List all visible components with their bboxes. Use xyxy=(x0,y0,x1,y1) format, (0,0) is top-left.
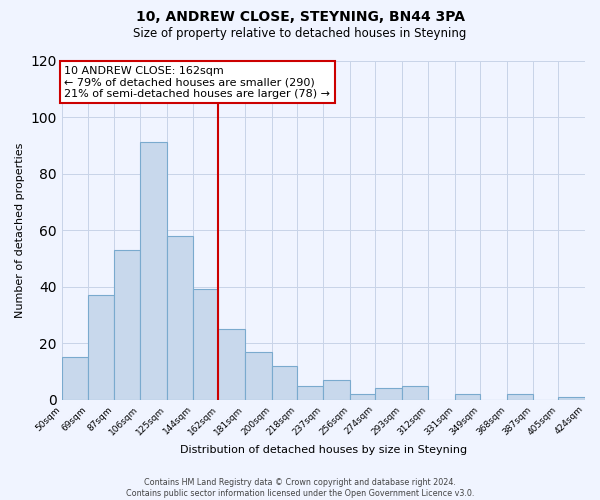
Bar xyxy=(323,380,350,400)
Bar xyxy=(455,394,480,400)
Bar xyxy=(272,366,297,400)
Bar xyxy=(88,295,113,400)
Bar xyxy=(402,386,428,400)
Bar xyxy=(559,397,585,400)
Bar xyxy=(245,352,272,400)
Text: 10 ANDREW CLOSE: 162sqm
← 79% of detached houses are smaller (290)
21% of semi-d: 10 ANDREW CLOSE: 162sqm ← 79% of detache… xyxy=(64,66,331,99)
Text: Contains HM Land Registry data © Crown copyright and database right 2024.
Contai: Contains HM Land Registry data © Crown c… xyxy=(126,478,474,498)
Bar xyxy=(375,388,402,400)
Bar xyxy=(113,250,140,400)
Bar xyxy=(506,394,533,400)
Bar xyxy=(167,236,193,400)
Bar xyxy=(297,386,323,400)
Bar xyxy=(62,358,88,400)
Bar xyxy=(193,290,218,400)
X-axis label: Distribution of detached houses by size in Steyning: Distribution of detached houses by size … xyxy=(180,445,467,455)
Text: Size of property relative to detached houses in Steyning: Size of property relative to detached ho… xyxy=(133,28,467,40)
Bar xyxy=(218,329,245,400)
Bar xyxy=(350,394,375,400)
Bar xyxy=(140,142,167,400)
Y-axis label: Number of detached properties: Number of detached properties xyxy=(15,142,25,318)
Text: 10, ANDREW CLOSE, STEYNING, BN44 3PA: 10, ANDREW CLOSE, STEYNING, BN44 3PA xyxy=(136,10,464,24)
